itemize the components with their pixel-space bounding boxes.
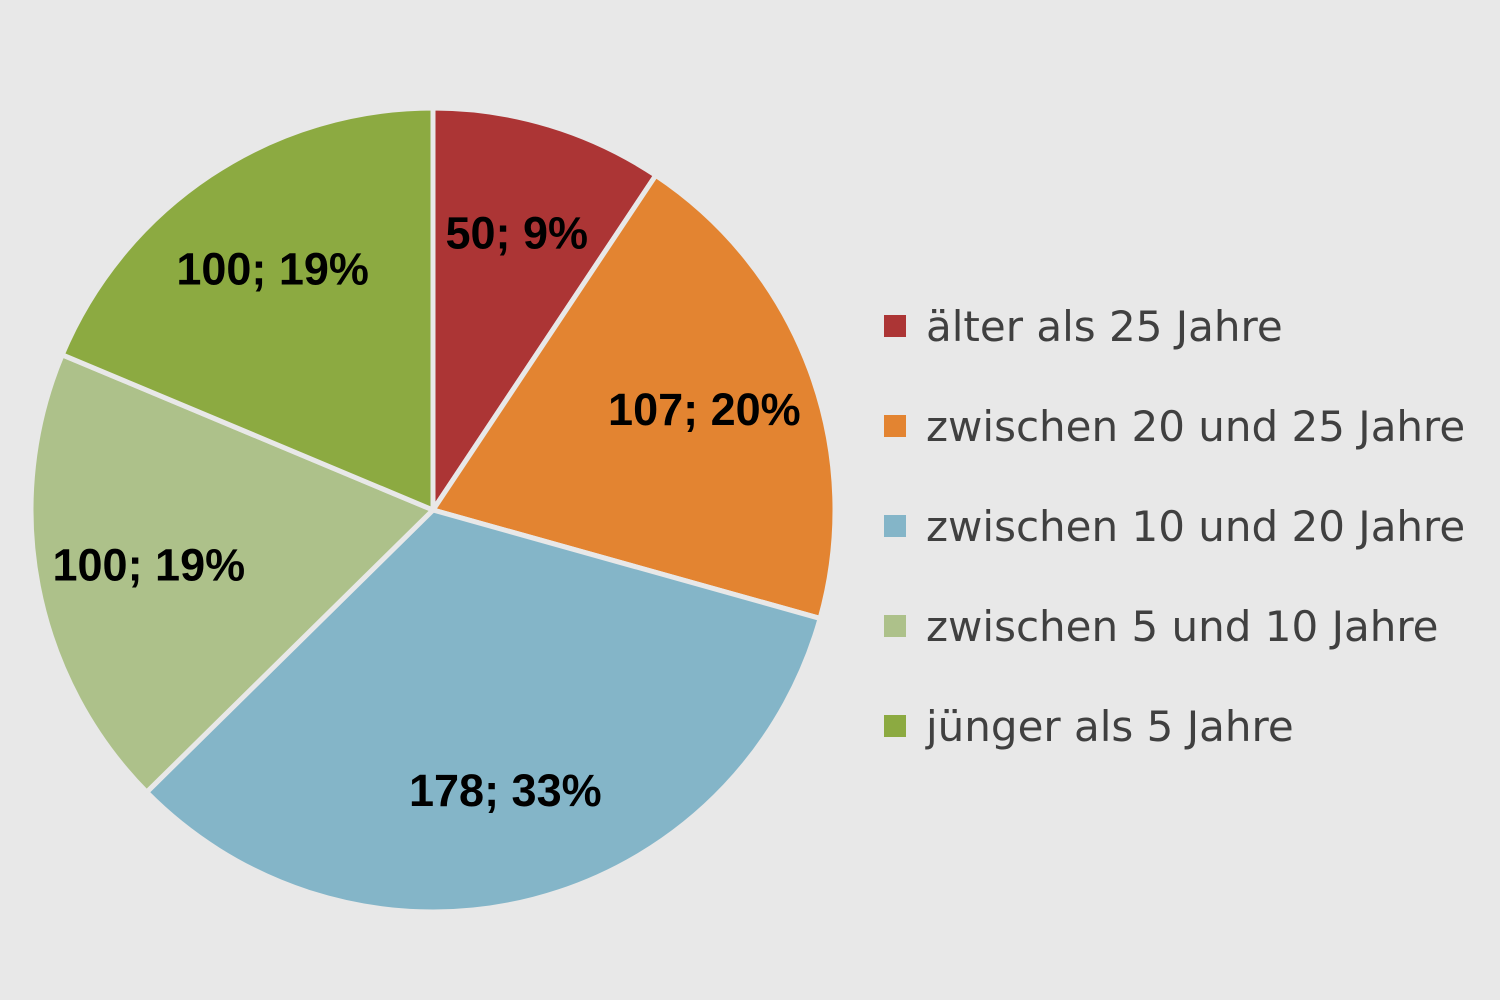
legend-item-older-than-25: älter als 25 Jahre <box>884 276 1494 376</box>
legend-swatch-older-than-25 <box>884 315 906 337</box>
pie-slice-10-to-20 <box>144 507 823 915</box>
pie-slice-20-to-25 <box>430 172 838 621</box>
legend-item-10-to-20: zwischen 10 und 20 Jahre <box>884 476 1494 576</box>
legend-swatch-younger-than-5 <box>884 715 906 737</box>
legend-item-20-to-25: zwischen 20 und 25 Jahre <box>884 376 1494 476</box>
legend-item-younger-than-5: jünger als 5 Jahre <box>884 676 1494 776</box>
legend-swatch-10-to-20 <box>884 515 906 537</box>
legend-swatch-20-to-25 <box>884 415 906 437</box>
legend-label-younger-than-5: jünger als 5 Jahre <box>926 701 1294 751</box>
chart-legend: älter als 25 Jahre zwischen 20 und 25 Ja… <box>884 276 1494 776</box>
legend-label-20-to-25: zwischen 20 und 25 Jahre <box>926 401 1466 451</box>
legend-item-5-to-10: zwischen 5 und 10 Jahre <box>884 576 1494 676</box>
data-label-5-to-10: 100; 19% <box>52 539 245 590</box>
legend-swatch-5-to-10 <box>884 615 906 637</box>
data-label-younger-than-5: 100; 19% <box>176 244 369 295</box>
legend-label-10-to-20: zwischen 10 und 20 Jahre <box>926 501 1466 551</box>
legend-label-older-than-25: älter als 25 Jahre <box>926 301 1283 351</box>
pie-slice-5-to-10 <box>28 352 436 795</box>
legend-label-5-to-10: zwischen 5 und 10 Jahre <box>926 601 1439 651</box>
pie-slice-younger-than-5 <box>59 105 436 513</box>
data-label-10-to-20: 178; 33% <box>409 765 602 816</box>
data-label-older-than-25: 50; 9% <box>445 207 588 258</box>
data-label-20-to-25: 107; 20% <box>608 384 801 435</box>
pie-slice-older-than-25 <box>430 105 659 513</box>
